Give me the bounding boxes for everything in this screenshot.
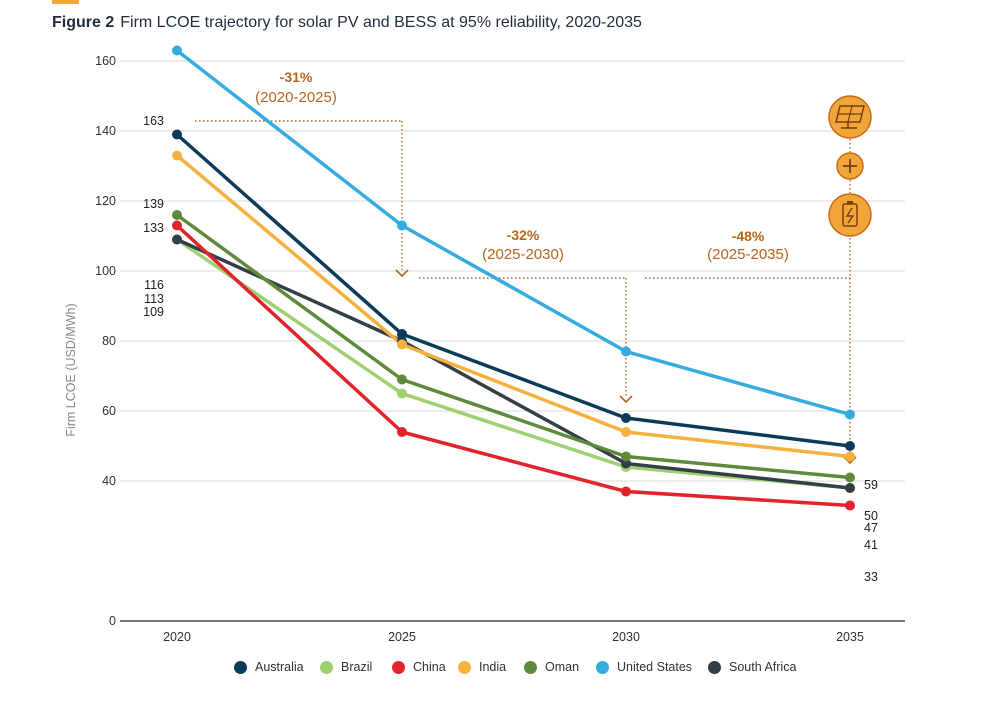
data-label-2020: 133	[143, 221, 164, 235]
legend-label: Brazil	[341, 660, 373, 674]
legend-swatch	[392, 660, 405, 674]
chart-legend: Australia Brazil China India Oman United Stat…	[0, 660, 985, 680]
y-tick-label: 160	[95, 54, 116, 68]
legend-item: United States	[596, 660, 692, 674]
legend-item: Australia	[234, 660, 304, 674]
data-point	[397, 220, 407, 231]
solar-panel-icon	[828, 95, 872, 139]
data-point	[621, 346, 631, 357]
legend-item: Brazil	[320, 660, 372, 674]
battery-terminal	[847, 201, 853, 204]
series-line	[175, 133, 851, 448]
data-label-2035: 41	[864, 538, 878, 552]
data-label-2035: 59	[864, 478, 878, 492]
data-point	[845, 483, 855, 493]
line-chart: 0 40 60 80 100 120 140 160 2020 2025 2030 2035 Firm …	[64, 45, 905, 644]
legend-label: China	[413, 660, 446, 674]
solar-panel-grid	[847, 105, 853, 123]
data-point	[397, 388, 407, 399]
data-point	[172, 150, 182, 161]
data-point	[172, 129, 182, 140]
figure-title-text: Firm LCOE trajectory for solar PV and BE…	[120, 14, 642, 31]
legend-label: United States	[617, 660, 693, 674]
data-point	[397, 374, 407, 385]
data-point	[172, 234, 182, 245]
y-tick-label: 80	[102, 334, 116, 348]
series-line	[176, 237, 851, 490]
legend-swatch	[524, 660, 537, 674]
data-point	[172, 45, 182, 56]
legend-label: Oman	[545, 660, 580, 674]
x-tick-label: 2035	[836, 630, 864, 644]
figure-title: Figure 2 Firm LCOE trajectory for solar P…	[52, 14, 642, 32]
data-label-2035: 50	[864, 509, 878, 523]
data-label-2020: 113	[144, 292, 164, 306]
annotation-period: (2025-2030)	[482, 246, 564, 263]
figure-label: Figure 2	[52, 14, 115, 31]
solar-panel-frame	[835, 105, 865, 123]
data-point	[845, 409, 855, 420]
x-tick-label: 2030	[612, 630, 640, 644]
data-point	[621, 413, 631, 423]
annotation-percent: -32%	[507, 227, 540, 243]
battery-icon	[828, 193, 872, 237]
data-point	[172, 210, 182, 220]
data-point	[621, 458, 631, 469]
annotation-arrowhead	[395, 269, 409, 278]
series-line	[175, 49, 851, 417]
data-point	[397, 329, 407, 339]
legend-swatch	[708, 660, 721, 674]
legend-label: Australia	[255, 660, 304, 674]
data-label-2035: 33	[864, 570, 878, 584]
data-label-2020: 109	[143, 305, 164, 319]
data-label-2020: 139	[143, 197, 164, 211]
data-label-2020: 163	[143, 114, 164, 128]
annotation-percent: -48%	[732, 228, 765, 244]
legend-item: India	[458, 660, 506, 674]
data-label-2035: 47	[864, 521, 878, 535]
data-label-2020: 116	[144, 278, 164, 292]
legend-label: India	[479, 660, 507, 674]
y-tick-label: 140	[95, 124, 116, 138]
data-point	[397, 427, 407, 437]
accent-bar	[52, 0, 79, 4]
data-point	[845, 451, 855, 462]
y-tick-label: 0	[109, 614, 116, 628]
x-tick-label: 2025	[388, 630, 416, 644]
data-point	[621, 451, 631, 462]
y-tick-label: 120	[95, 194, 116, 208]
legend-swatch	[458, 660, 471, 674]
series-line	[175, 213, 851, 480]
data-point	[845, 441, 855, 451]
data-point	[845, 500, 855, 511]
battery-bolt	[845, 207, 855, 224]
data-point	[621, 486, 631, 497]
legend-item: China	[392, 660, 446, 674]
y-tick-label: 100	[95, 264, 116, 278]
data-point	[845, 472, 855, 483]
annotation-percent: -31%	[280, 69, 313, 85]
x-tick-label: 2020	[163, 630, 191, 644]
legend-swatch	[234, 660, 247, 674]
legend-item: South Africa	[708, 660, 796, 674]
data-point	[397, 339, 407, 350]
series-line	[175, 224, 851, 508]
data-point	[621, 427, 631, 437]
data-point	[172, 220, 182, 231]
y-tick-label: 40	[102, 474, 116, 488]
legend-swatch	[320, 660, 333, 674]
annotation-arrowhead	[619, 395, 633, 404]
legend-swatch	[596, 660, 609, 674]
legend-label: South Africa	[729, 660, 797, 674]
y-axis-label: Firm LCOE (USD/MWh)	[64, 303, 78, 436]
legend-item: Oman	[524, 660, 579, 674]
annotation-period: (2025-2035)	[707, 246, 789, 263]
series-line	[175, 154, 851, 459]
annotation-period: (2020-2025)	[255, 89, 337, 106]
series-line	[176, 238, 851, 490]
y-tick-label: 60	[102, 404, 116, 418]
